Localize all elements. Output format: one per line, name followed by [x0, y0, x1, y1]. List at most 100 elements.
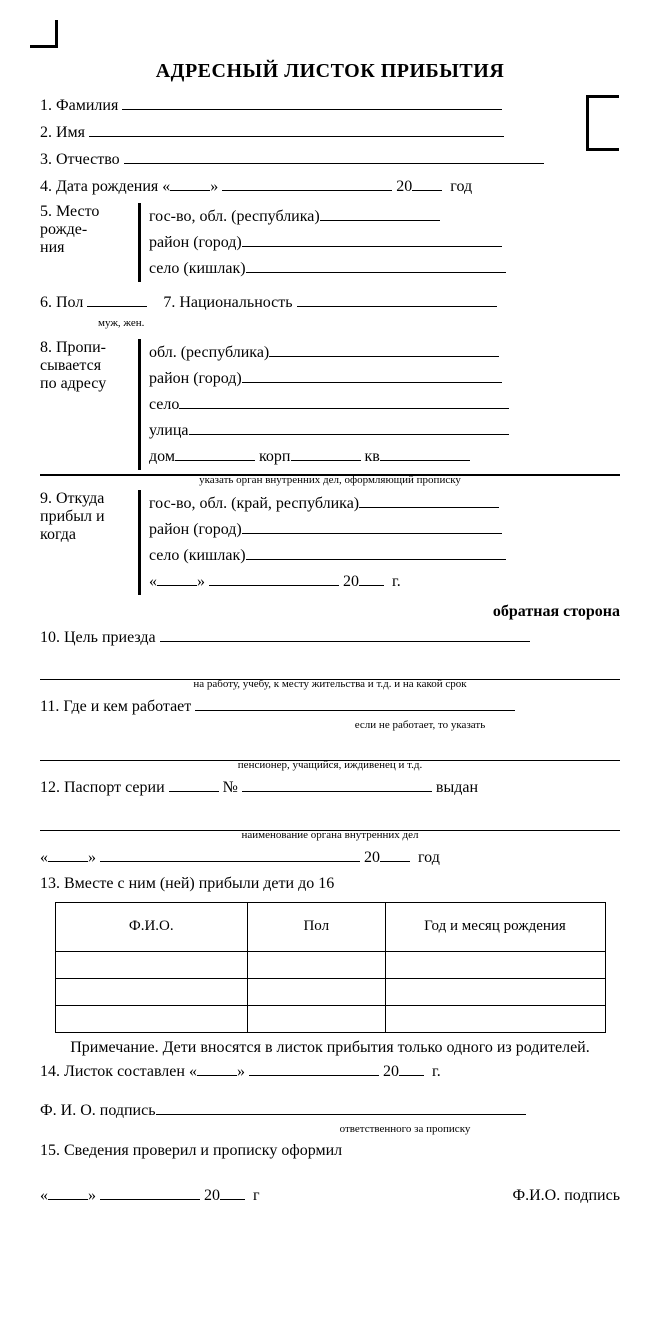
quote-close: »: [197, 573, 205, 590]
blank-dob-day[interactable]: [170, 174, 210, 191]
blank-ra-street[interactable]: [189, 418, 509, 435]
quote-open: «: [162, 178, 170, 195]
blank-purpose[interactable]: [160, 625, 530, 642]
table-row[interactable]: [55, 978, 605, 1005]
text-g: г.: [392, 573, 401, 590]
hint-passport-by: наименование органа внутренних дел: [40, 829, 620, 841]
label-nationality: 7. Национальность: [163, 294, 292, 311]
field-employment: 11. Где и кем работает: [40, 694, 620, 719]
field-surname: 1. Фамилия: [40, 93, 620, 118]
hint-signature-1: ответственного за прописку: [40, 1123, 620, 1135]
text-year: год: [450, 178, 472, 195]
blank-patronymic[interactable]: [124, 147, 544, 164]
label-employment: 11. Где и кем работает: [40, 698, 191, 715]
label-ra-apt: кв: [365, 448, 380, 465]
bracket-bar: [138, 203, 141, 282]
text-20: 20: [364, 849, 380, 866]
field-firstname: 2. Имя: [40, 120, 620, 145]
field-birthplace: 5. Месторожде-ния гос-во, обл. (республи…: [40, 203, 620, 282]
blank-ra-house[interactable]: [175, 444, 255, 461]
blank-employment-2[interactable]: [40, 741, 620, 761]
blank-passport-by[interactable]: [40, 810, 620, 830]
label-patronymic: 3. Отчество: [40, 151, 120, 168]
blank-signature-1[interactable]: [156, 1098, 526, 1115]
blank-purpose-2[interactable]: [40, 660, 620, 680]
blank-nationality[interactable]: [297, 290, 497, 307]
blank-af-month[interactable]: [209, 569, 339, 586]
text-20: 20: [396, 178, 412, 195]
quote-close: »: [237, 1063, 245, 1080]
blank-af-year[interactable]: [359, 569, 384, 586]
label-children: 13. Вместе с ним (ней) прибыли дети до 1…: [40, 872, 620, 896]
label-compiled: 14. Листок составлен: [40, 1063, 185, 1080]
blank-af-day[interactable]: [157, 569, 197, 586]
label-back-side: обратная сторона: [40, 603, 620, 621]
text-20: 20: [204, 1187, 220, 1204]
blank-dob-year[interactable]: [412, 174, 442, 191]
blank-passport-day[interactable]: [48, 845, 88, 862]
label-bp-village: село (кишлак): [149, 260, 246, 277]
blank-passport-month[interactable]: [100, 845, 360, 862]
table-row[interactable]: [55, 1005, 605, 1032]
blank-ra-apt[interactable]: [380, 444, 470, 461]
hint-employment-1: если не работает, то указать: [40, 719, 620, 731]
corner-mark-tr: [586, 95, 619, 151]
quote-open: «: [40, 1187, 48, 1204]
blank-ra-village[interactable]: [179, 392, 509, 409]
blank-passport-year[interactable]: [380, 845, 410, 862]
text-year: год: [418, 849, 440, 866]
blank-bp-district[interactable]: [242, 230, 502, 247]
corner-mark-tl: [30, 20, 58, 48]
quote-open: «: [40, 849, 48, 866]
label-af-state: гос-во, обл. (край, республика): [149, 495, 359, 512]
blank-ra-region[interactable]: [269, 340, 499, 357]
text-20: 20: [383, 1063, 399, 1080]
label-ra-house: дом: [149, 448, 175, 465]
blank-footer-year[interactable]: [220, 1183, 245, 1200]
quote-close: »: [88, 1187, 96, 1204]
blank-surname[interactable]: [122, 93, 502, 110]
blank-bp-state[interactable]: [320, 204, 440, 221]
label-ra-village: село: [149, 396, 179, 413]
field-registered-address: 8. Пропи-сываетсяпо адресу обл. (республ…: [40, 339, 620, 470]
label-birthplace: 5. Месторожде-ния: [40, 203, 138, 282]
quote-open: «: [189, 1063, 197, 1080]
blank-af-state[interactable]: [359, 491, 499, 508]
bracket-bar: [138, 339, 141, 470]
label-ra-korp: корп: [259, 448, 291, 465]
blank-passport-series[interactable]: [169, 775, 219, 792]
note-children: Примечание. Дети вносятся в листок прибы…: [40, 1039, 620, 1057]
field-dob: 4. Дата рождения «» 20 год: [40, 174, 620, 199]
blank-af-district[interactable]: [242, 517, 502, 534]
blank-compiled-year[interactable]: [399, 1059, 424, 1076]
blank-dob-month[interactable]: [222, 174, 392, 191]
field-sex-nat: 6. Пол 7. Национальность: [40, 290, 620, 315]
label-purpose: 10. Цель приезда: [40, 629, 156, 646]
label-signature-1: Ф. И. О. подпись: [40, 1102, 156, 1119]
th-sex: Пол: [248, 902, 386, 951]
quote-close: »: [210, 178, 218, 195]
hint-sex: муж, жен.: [98, 317, 620, 329]
blank-employment[interactable]: [195, 694, 515, 711]
label-ra-region: обл. (республика): [149, 344, 269, 361]
label-verified: 15. Сведения проверил и прописку оформил: [40, 1139, 620, 1163]
blank-compiled-month[interactable]: [249, 1059, 379, 1076]
blank-passport-no[interactable]: [242, 775, 432, 792]
blank-firstname[interactable]: [89, 120, 504, 137]
field-patronymic: 3. Отчество: [40, 147, 620, 172]
blank-ra-district[interactable]: [242, 366, 502, 383]
blank-sex[interactable]: [87, 290, 147, 307]
table-row[interactable]: [55, 951, 605, 978]
blank-compiled-day[interactable]: [197, 1059, 237, 1076]
blank-ra-korp[interactable]: [291, 444, 361, 461]
blank-footer-month[interactable]: [100, 1183, 200, 1200]
blank-af-village[interactable]: [246, 543, 506, 560]
blank-bp-village[interactable]: [246, 256, 506, 273]
blank-footer-day[interactable]: [48, 1183, 88, 1200]
hint-purpose: на работу, учебу, к месту жительства и т…: [40, 678, 620, 690]
th-dob: Год и месяц рождения: [385, 902, 605, 951]
label-ra-district: район (город): [149, 370, 242, 387]
label-arrived-from: 9. Откудаприбыл икогда: [40, 490, 138, 595]
field-purpose: 10. Цель приезда: [40, 625, 620, 650]
label-ra-street: улица: [149, 422, 189, 439]
